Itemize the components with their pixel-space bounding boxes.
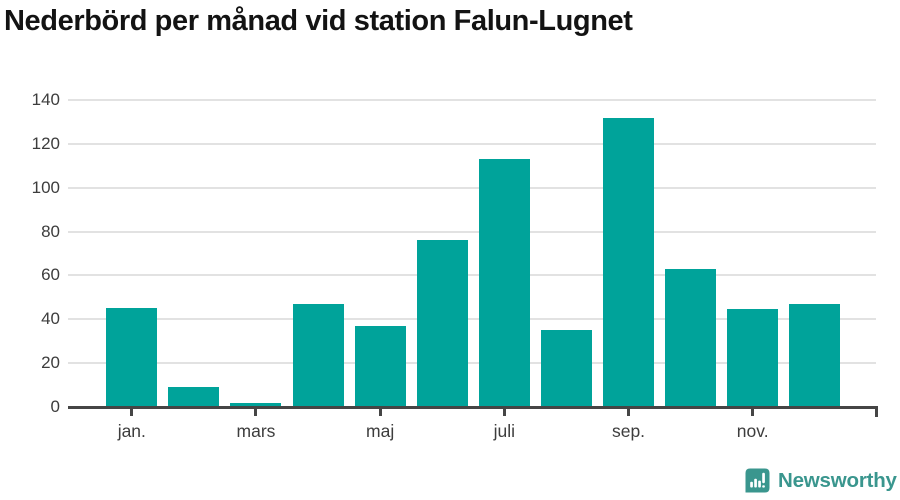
y-axis-tick-label: 80 [41,221,60,241]
x-axis-tick [378,409,382,416]
newsworthy-logo-icon [745,468,770,493]
bar [230,403,282,407]
x-axis-tick [254,409,258,416]
bar [603,118,655,407]
y-axis-tick-label: 40 [41,309,60,329]
bar [789,304,841,407]
x-axis-tick-label: mars [236,421,276,441]
x-axis-tick-label: juli [493,421,516,441]
x-axis-tick-label: jan. [117,421,146,441]
y-axis-tick-label: 0 [50,397,60,416]
bar [292,304,344,407]
gridline [68,230,876,233]
bar [665,269,717,407]
bar [416,240,468,407]
gridline [68,186,876,189]
gridline [68,362,876,365]
bar [727,309,779,407]
y-axis-tick-label: 140 [31,90,60,109]
bar [168,387,220,407]
gridline [68,274,876,277]
gridline [68,99,876,101]
x-axis-tick [627,409,631,416]
brand-footer: Newsworthy [744,467,897,494]
y-axis-tick-label: 20 [41,353,60,373]
gridline [68,142,876,145]
y-axis-tick-label: 120 [31,133,60,153]
brand-name: Newsworthy [778,468,897,492]
x-axis-tick-label: sep. [611,421,646,441]
x-axis-tick [130,409,134,416]
x-axis-tick-label: nov. [736,421,769,441]
gridline [68,318,876,321]
x-axis-tick [502,409,506,416]
y-axis-tick-label: 100 [31,177,60,197]
x-axis-end-tick [875,406,878,417]
bar [540,330,592,407]
x-axis [68,406,878,409]
bar [354,326,406,407]
chart-title: Nederbörd per månad vid station Falun-Lu… [4,5,633,37]
x-axis-tick [751,409,755,416]
bar [478,159,530,407]
x-axis-tick-label: maj [366,421,395,441]
y-axis-tick-label: 60 [41,265,60,285]
bar [106,308,158,407]
